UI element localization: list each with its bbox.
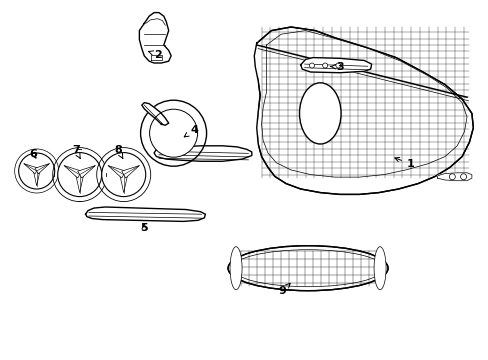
Text: 4: 4 (184, 125, 198, 137)
Text: 3: 3 (330, 62, 343, 72)
Text: 9: 9 (278, 283, 289, 296)
Text: 8: 8 (114, 145, 122, 158)
Text: 1: 1 (394, 157, 414, 169)
Text: 7: 7 (72, 145, 80, 158)
Polygon shape (78, 166, 95, 178)
Ellipse shape (373, 247, 386, 290)
Polygon shape (64, 166, 81, 178)
Polygon shape (24, 164, 38, 174)
Polygon shape (261, 31, 466, 177)
Circle shape (335, 63, 340, 68)
Ellipse shape (229, 247, 242, 290)
Polygon shape (300, 58, 371, 73)
Circle shape (322, 63, 327, 68)
Polygon shape (437, 173, 471, 181)
Circle shape (141, 100, 206, 166)
Circle shape (102, 153, 145, 197)
Polygon shape (122, 166, 139, 178)
Circle shape (309, 63, 314, 68)
Text: 6: 6 (29, 149, 37, 159)
Circle shape (76, 171, 83, 179)
Polygon shape (33, 171, 40, 186)
Polygon shape (142, 103, 168, 125)
Circle shape (58, 153, 102, 197)
Circle shape (33, 168, 40, 174)
Ellipse shape (299, 83, 341, 144)
Polygon shape (150, 55, 162, 60)
Circle shape (120, 171, 127, 179)
Circle shape (460, 174, 466, 180)
Polygon shape (120, 175, 127, 193)
Polygon shape (108, 166, 125, 178)
Circle shape (19, 153, 55, 189)
Text: 5: 5 (140, 222, 148, 233)
Polygon shape (35, 164, 49, 174)
Polygon shape (154, 146, 251, 161)
Ellipse shape (227, 246, 387, 291)
Polygon shape (76, 175, 83, 193)
Polygon shape (85, 207, 205, 221)
Circle shape (149, 109, 197, 157)
Polygon shape (139, 13, 171, 63)
Circle shape (448, 174, 454, 180)
Polygon shape (254, 27, 472, 194)
Polygon shape (0, 0, 256, 360)
Text: 2: 2 (148, 50, 162, 60)
